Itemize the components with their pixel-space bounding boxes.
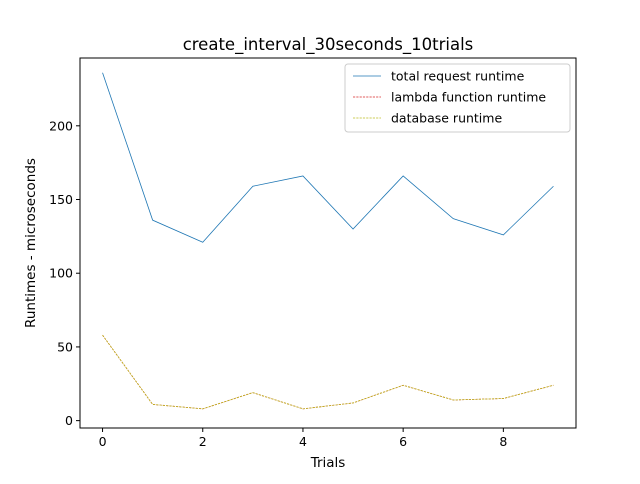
- axis-ticks: 0 2 4 6 8 0 50 100 150 200: [49, 118, 507, 449]
- x-tick-label: 4: [299, 434, 307, 449]
- y-axis-label: Runtimes - microseconds: [23, 158, 39, 328]
- plot-frame: [79, 57, 577, 429]
- chart-title: create_interval_30seconds_10trials: [183, 35, 474, 55]
- series-line-1: [102, 72, 554, 243]
- series-lines: [102, 72, 554, 410]
- x-axis-label: Trials: [310, 455, 346, 471]
- x-tick-label: 2: [199, 434, 207, 449]
- y-tick-label: 0: [65, 413, 73, 428]
- legend-label-3: database runtime: [391, 111, 502, 126]
- y-tick-label: 50: [57, 339, 73, 354]
- legend-label-1: total request runtime: [391, 69, 525, 84]
- x-tick-label: 0: [99, 434, 107, 449]
- y-tick-label: 150: [49, 192, 73, 207]
- legend-label-2: lambda function runtime: [391, 90, 546, 105]
- legend-box: [344, 63, 571, 133]
- y-tick-label: 200: [49, 118, 73, 133]
- legend: total request runtime lambda function run…: [344, 63, 571, 133]
- x-tick-label: 8: [499, 434, 507, 449]
- x-tick-label: 6: [399, 434, 407, 449]
- y-tick-label: 100: [49, 266, 73, 281]
- series-line-3: [102, 334, 554, 410]
